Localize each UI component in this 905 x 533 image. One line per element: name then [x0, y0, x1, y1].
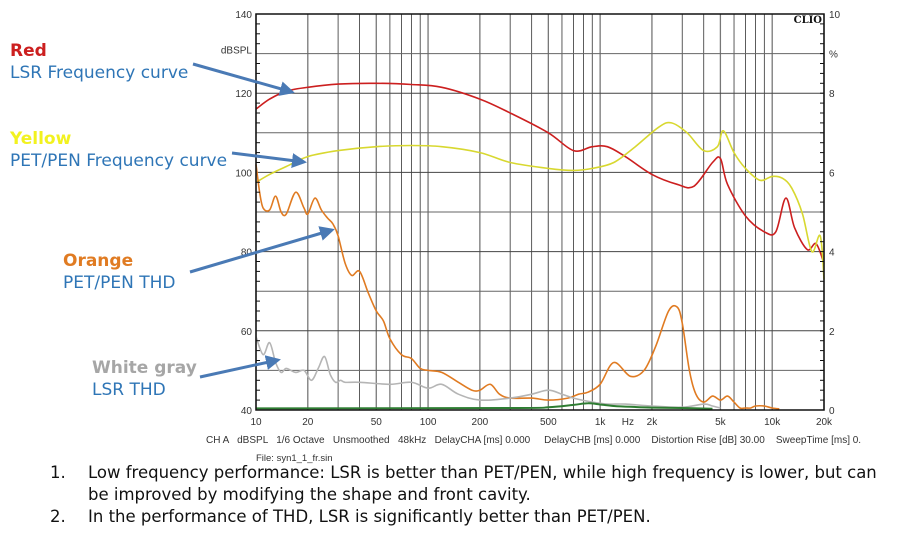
y-tick-label: 40: [241, 406, 253, 417]
annotation-orange: Orange PET/PEN THD: [63, 250, 175, 294]
x-tick-label: 500: [540, 417, 557, 428]
y-tick-label: 80: [241, 248, 253, 259]
x-tick-label: 200: [472, 417, 489, 428]
annotation-color-name: Yellow: [10, 129, 72, 149]
x-tick-label: 100: [420, 417, 437, 428]
y2-tick-label: 8: [829, 89, 835, 100]
notes-list: 1. Low frequency performance: LSR is bet…: [50, 462, 878, 528]
x-tick-label: 10: [250, 417, 262, 428]
annotation-arrow-icon: [192, 62, 295, 96]
measurement-info-line: CH A dBSPL 1/6 Octave Unsmoothed 48kHz D…: [206, 435, 862, 446]
x-tick-label: 2k: [647, 417, 659, 428]
annotation-color-name: White gray: [92, 358, 197, 378]
y-tick-label: 120: [235, 89, 252, 100]
annotation-description: LSR Frequency curve: [10, 63, 189, 83]
series-line-lsr-thd: [255, 336, 721, 409]
y-axis-label: dBSPL: [221, 46, 253, 57]
y-tick-label: 100: [235, 168, 252, 179]
file-label: File: syn1_1_fr.sin: [256, 453, 333, 464]
x-tick-label: 50: [371, 417, 383, 428]
note-text: Low frequency performance: LSR is better…: [88, 463, 877, 504]
y2-tick-label: 2: [829, 327, 835, 338]
chart-series: [255, 82, 825, 410]
note-text: In the performance of THD, LSR is signif…: [88, 507, 651, 526]
clio-brand-logo: CLIO: [794, 15, 823, 26]
annotation-description: LSR THD: [92, 380, 166, 400]
series-line-lsr-3rd-harmonic-green-: [255, 402, 713, 410]
y2-tick-label: 0: [829, 406, 835, 417]
x-tick-label: 1k: [595, 417, 607, 428]
y2-tick-label: 6: [829, 168, 835, 179]
y2-axis-label: %: [829, 50, 838, 61]
y2-tick-label: 10: [829, 10, 841, 21]
note-number: 2.: [50, 507, 66, 526]
series-line-pet-pen-thd: [255, 164, 780, 410]
chart-grid: [255, 14, 825, 410]
annotation-gray: White gray LSR THD: [92, 357, 197, 401]
annotation-yellow: Yellow PET/PEN Frequency curve: [10, 128, 227, 172]
note-item: 1. Low frequency performance: LSR is bet…: [50, 462, 878, 506]
annotation-arrow-icon: [189, 226, 335, 274]
note-item: 2. In the performance of THD, LSR is sig…: [50, 506, 878, 528]
annotation-arrow-icon: [231, 151, 307, 168]
annotation-arrows: [189, 62, 335, 379]
y-tick-label: 140: [235, 10, 252, 21]
chart-labels: 40 60 80 100 120 140 dBSPL 0 2 4 6 8 10% 10 20 50 100 200…: [221, 10, 841, 428]
annotation-arrow-icon: [199, 355, 281, 379]
annotation-color-name: Orange: [63, 251, 134, 271]
x-axis-label: Hz: [622, 417, 634, 428]
annotation-description: PET/PEN Frequency curve: [10, 151, 228, 171]
x-tick-label: 20k: [816, 417, 833, 428]
annotation-red: Red LSR Frequency curve: [10, 40, 188, 84]
series-line-lsr-frequency-curve: [255, 82, 825, 264]
x-tick-label: 5k: [715, 417, 727, 428]
annotation-color-name: Red: [10, 41, 47, 61]
note-number: 1.: [50, 463, 66, 482]
y-tick-label: 60: [241, 327, 253, 338]
x-tick-label: 20: [302, 417, 314, 428]
annotation-description: PET/PEN THD: [63, 273, 176, 293]
series-line-pet-pen-frequency-curve: [255, 121, 825, 280]
y2-tick-label: 4: [829, 248, 835, 259]
x-tick-label: 10k: [764, 417, 781, 428]
